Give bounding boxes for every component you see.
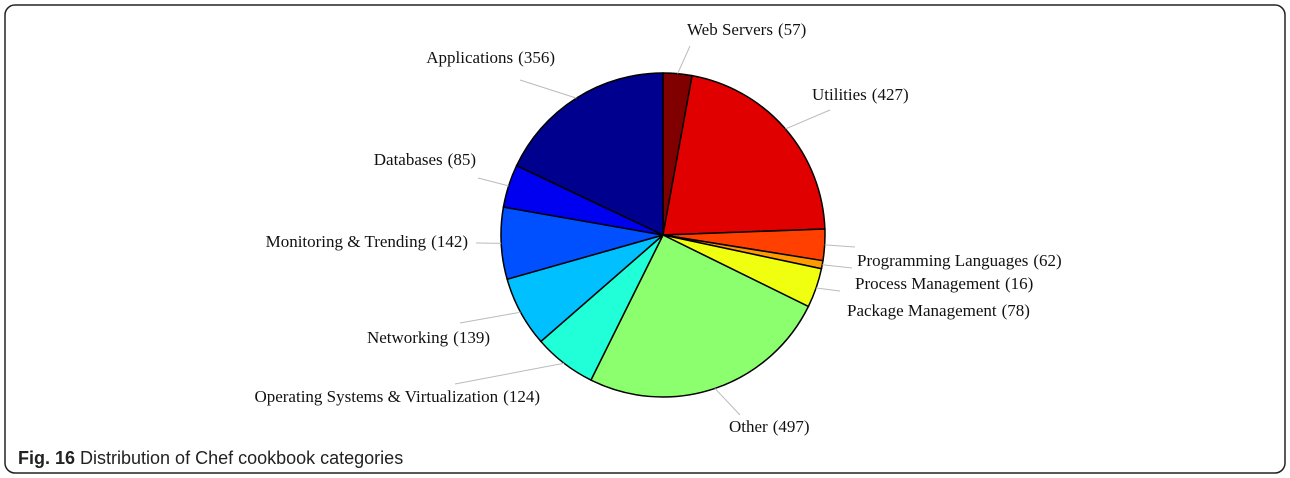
slice-label: Web Servers (57) (687, 20, 806, 39)
leader-line (785, 109, 831, 130)
value-label: (57) (778, 20, 806, 39)
category-label: Monitoring & Trending (266, 232, 427, 251)
pie-slice (589, 233, 810, 398)
category-label: Utilities (812, 85, 867, 104)
leader-line (477, 177, 509, 187)
value-label: (78) (1002, 301, 1030, 320)
value-label: (356) (518, 48, 555, 67)
slice-label: Programming Languages (62) (857, 251, 1062, 270)
category-label: Operating Systems & Virtualization (254, 387, 498, 406)
pie-slice (662, 74, 826, 236)
slice-label: Networking (139) (367, 328, 490, 347)
value-label: (142) (431, 232, 468, 251)
caption-label: Fig. 16 (18, 448, 75, 468)
leader-line (714, 388, 741, 416)
leader-line (677, 45, 691, 74)
leader-line (459, 311, 521, 324)
category-label: Package Management (847, 301, 997, 320)
category-label: Other (729, 417, 768, 436)
category-label: Web Servers (687, 20, 773, 39)
leader-line (824, 244, 856, 248)
slice-label: Other (497) (729, 417, 810, 436)
slice-label: Package Management (78) (847, 301, 1030, 320)
value-label: (62) (1033, 251, 1061, 270)
value-label: (124) (503, 387, 540, 406)
leader-line (816, 287, 841, 292)
slice-label: Operating Systems & Virtualization (124) (254, 387, 540, 406)
category-label: Networking (367, 328, 449, 347)
slice-label: Applications (356) (426, 48, 555, 67)
slice-label: Utilities (427) (812, 85, 909, 104)
caption-text: Distribution of Chef cookbook categories (80, 448, 403, 468)
category-label: Process Management (855, 274, 1000, 293)
value-label: (139) (453, 328, 490, 347)
slice-label: Databases (85) (374, 150, 476, 169)
slice-label: Process Management (16) (855, 274, 1033, 293)
leader-line (822, 264, 853, 269)
caption: Fig. 16 Distribution of Chef cookbook cat… (18, 448, 403, 468)
slice-label: Monitoring & Trending (142) (266, 232, 468, 251)
leader-line (519, 79, 577, 99)
category-label: Applications (426, 48, 513, 67)
value-label: (16) (1005, 274, 1033, 293)
value-label: (427) (872, 85, 909, 104)
value-label: (497) (773, 417, 810, 436)
category-label: Programming Languages (857, 251, 1028, 270)
leader-line (454, 362, 565, 385)
category-label: Databases (374, 150, 443, 169)
value-label: (85) (448, 150, 476, 169)
